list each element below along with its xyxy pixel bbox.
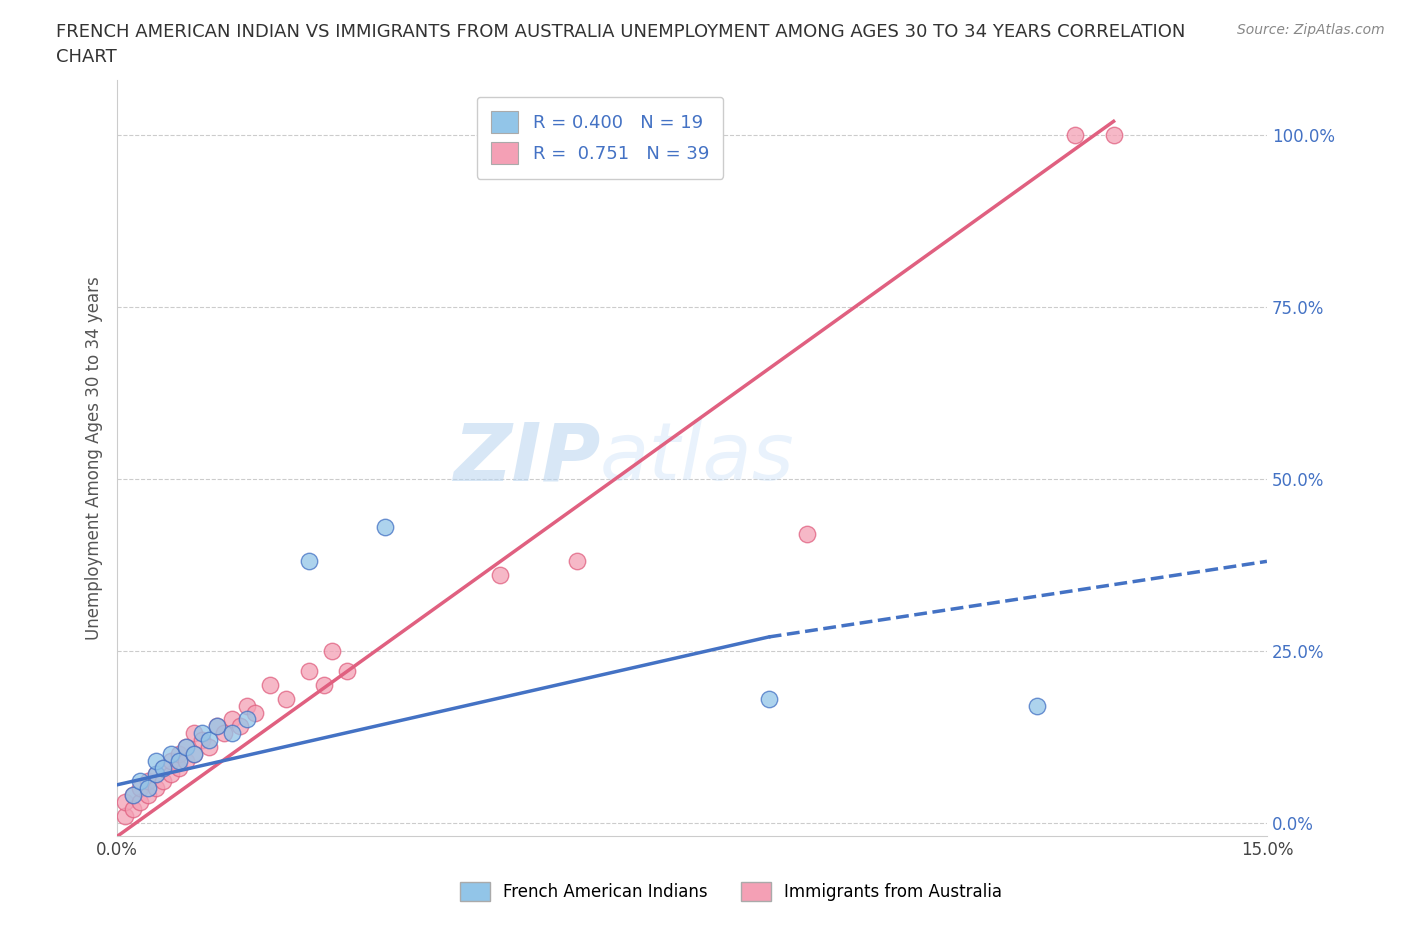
- Point: [236, 712, 259, 727]
- Text: FRENCH AMERICAN INDIAN VS IMMIGRANTS FROM AUSTRALIA UNEMPLOYMENT AMONG AGES 30 T: FRENCH AMERICAN INDIAN VS IMMIGRANTS FRO…: [56, 23, 1185, 41]
- Point: [205, 719, 228, 734]
- Point: [174, 739, 197, 754]
- Text: atlas: atlas: [600, 419, 794, 498]
- Point: [374, 520, 396, 535]
- Point: [136, 781, 159, 796]
- Point: [1026, 698, 1049, 713]
- Text: ZIP: ZIP: [453, 419, 600, 498]
- Text: Source: ZipAtlas.com: Source: ZipAtlas.com: [1237, 23, 1385, 37]
- Point: [796, 526, 818, 541]
- Point: [174, 739, 197, 754]
- Point: [145, 767, 167, 782]
- Legend: French American Indians, Immigrants from Australia: French American Indians, Immigrants from…: [453, 875, 1010, 908]
- Point: [145, 767, 167, 782]
- Point: [298, 664, 321, 679]
- Point: [336, 664, 359, 679]
- Point: [145, 781, 167, 796]
- Point: [183, 747, 205, 762]
- Point: [565, 554, 588, 569]
- Point: [183, 725, 205, 740]
- Point: [145, 753, 167, 768]
- Point: [129, 781, 152, 796]
- Text: CHART: CHART: [56, 48, 117, 66]
- Y-axis label: Unemployment Among Ages 30 to 34 years: Unemployment Among Ages 30 to 34 years: [86, 276, 103, 640]
- Point: [136, 774, 159, 789]
- Point: [243, 705, 266, 720]
- Point: [114, 808, 136, 823]
- Point: [489, 567, 512, 582]
- Point: [152, 760, 174, 775]
- Point: [174, 753, 197, 768]
- Point: [198, 733, 221, 748]
- Point: [121, 802, 143, 817]
- Point: [160, 753, 183, 768]
- Point: [229, 719, 252, 734]
- Point: [114, 794, 136, 809]
- Point: [1064, 127, 1087, 142]
- Point: [152, 774, 174, 789]
- Point: [758, 691, 780, 706]
- Point: [214, 725, 236, 740]
- Point: [121, 788, 143, 803]
- Point: [321, 644, 343, 658]
- Point: [236, 698, 259, 713]
- Point: [298, 554, 321, 569]
- Point: [221, 712, 243, 727]
- Point: [190, 733, 212, 748]
- Point: [190, 725, 212, 740]
- Point: [314, 678, 336, 693]
- Point: [129, 794, 152, 809]
- Point: [167, 753, 190, 768]
- Point: [121, 788, 143, 803]
- Point: [205, 719, 228, 734]
- Point: [129, 774, 152, 789]
- Point: [274, 691, 297, 706]
- Point: [198, 739, 221, 754]
- Point: [167, 760, 190, 775]
- Point: [152, 760, 174, 775]
- Point: [160, 747, 183, 762]
- Point: [183, 747, 205, 762]
- Legend: R = 0.400   N = 19, R =  0.751   N = 39: R = 0.400 N = 19, R = 0.751 N = 39: [477, 97, 724, 179]
- Point: [167, 747, 190, 762]
- Point: [221, 725, 243, 740]
- Point: [1102, 127, 1125, 142]
- Point: [136, 788, 159, 803]
- Point: [259, 678, 281, 693]
- Point: [160, 767, 183, 782]
